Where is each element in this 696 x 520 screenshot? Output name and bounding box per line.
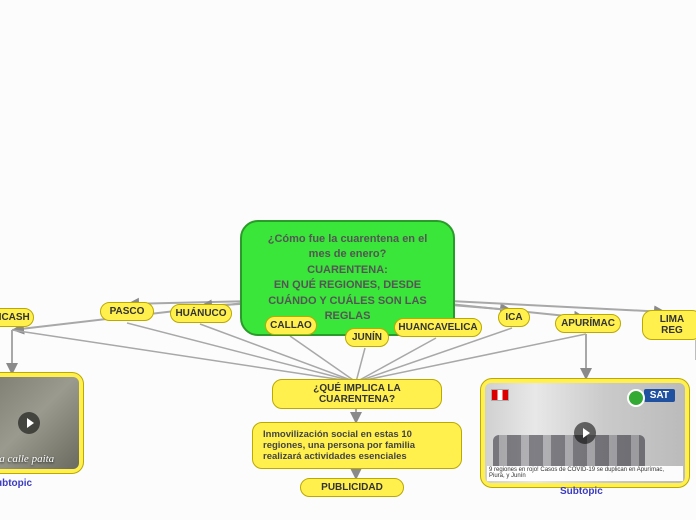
central-line: CUARENTENA: — [307, 264, 388, 276]
central-line: ¿Cómo fue la cuarentena en el — [268, 233, 428, 245]
central-line: mes de enero? — [309, 248, 387, 260]
region-apurimac[interactable]: APURÍMAC — [555, 314, 621, 333]
node-implica[interactable]: ¿QUÉ IMPLICA LA CUARENTENA? — [272, 379, 442, 409]
flag-icon — [491, 389, 509, 401]
central-line: CUÁNDO Y CUÁLES SON LAS — [268, 295, 427, 307]
media-left-caption: de la calle paita — [0, 453, 75, 465]
badge-icon — [627, 389, 645, 407]
play-icon[interactable] — [574, 422, 596, 444]
news-ticker: 9 regiones en rojo! Casos de COVID-19 se… — [487, 466, 683, 481]
region-lima[interactable]: LIMA REG — [642, 310, 696, 340]
subtopic-label-right: Subtopic — [560, 486, 603, 497]
media-right[interactable]: SAT 9 regiones en rojo! Casos de COVID-1… — [480, 378, 690, 488]
central-line: REGLAS — [325, 310, 371, 322]
region-callao[interactable]: CALLAO — [265, 316, 317, 335]
central-line: EN QUÉ REGIONES, DESDE — [274, 279, 421, 291]
region-ica[interactable]: ICA — [498, 308, 530, 327]
crowd-illustration — [493, 435, 645, 467]
node-inmovilizacion[interactable]: Inmovilización social en estas 10 region… — [252, 422, 462, 469]
media-left[interactable]: de la calle paita — [0, 372, 84, 474]
region-ancash[interactable]: NCASH — [0, 308, 34, 327]
region-huanuco[interactable]: HUÁNUCO — [170, 304, 232, 323]
sat-sign: SAT — [644, 389, 675, 402]
subtopic-label-left: ubtopic — [0, 478, 32, 489]
region-junin[interactable]: JUNÍN — [345, 328, 389, 347]
node-publicidad[interactable]: PUBLICIDAD — [300, 478, 404, 497]
region-huancavelica[interactable]: HUANCAVELICA — [394, 318, 482, 337]
region-pasco[interactable]: PASCO — [100, 302, 154, 321]
play-icon[interactable] — [18, 412, 40, 434]
